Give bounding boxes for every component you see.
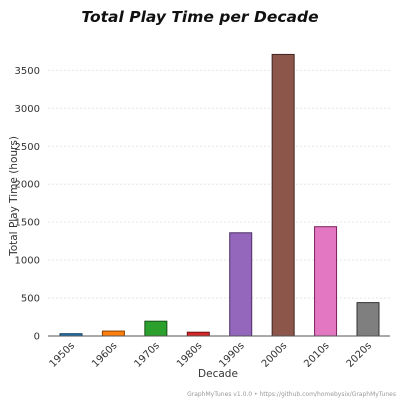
bar-1960s xyxy=(101,330,125,337)
bar-1990s xyxy=(229,232,253,337)
y-tick-label: 500 xyxy=(21,294,40,305)
y-tick-label: 2500 xyxy=(15,142,40,153)
y-tick-label: 1000 xyxy=(15,256,40,267)
y-tick-label: 2000 xyxy=(15,180,40,191)
x-tick-label: 1970s xyxy=(133,340,162,369)
bar-2010s xyxy=(314,226,338,337)
y-tick-label: 0 xyxy=(34,332,40,343)
x-tick-label: 2020s xyxy=(345,340,374,369)
x-tick-label: 2010s xyxy=(302,340,331,369)
y-tick-label: 3000 xyxy=(15,104,40,115)
bar-2000s xyxy=(271,53,295,337)
y-axis-ticks: 0 500 1000 1500 2000 2500 3000 3500 xyxy=(15,66,40,343)
y-tick-label: 1500 xyxy=(15,218,40,229)
x-tick-label: 2000s xyxy=(260,340,289,369)
x-tick-label: 1960s xyxy=(90,340,119,369)
x-axis-ticks: 1950s 1960s 1970s 1980s 1990s 2000s 2010s 2020s xyxy=(48,340,374,369)
y-axis-label: Total Play Time (hours) xyxy=(8,136,20,257)
footer-credit: GraphMyTunes v1.0.0 • https://github.com… xyxy=(187,391,396,398)
x-tick-label: 1990s xyxy=(217,340,246,369)
bar-2020s xyxy=(356,302,380,337)
x-tick-label: 1980s xyxy=(175,340,204,369)
bar-1970s xyxy=(144,320,168,337)
x-tick-label: 1950s xyxy=(48,340,77,369)
x-axis-label: Decade xyxy=(198,368,238,380)
grid-lines xyxy=(48,69,390,299)
bar-1980s xyxy=(186,331,210,337)
y-tick-label: 3500 xyxy=(15,66,40,77)
bars xyxy=(59,53,380,337)
chart-title: Total Play Time per Decade xyxy=(81,8,318,26)
